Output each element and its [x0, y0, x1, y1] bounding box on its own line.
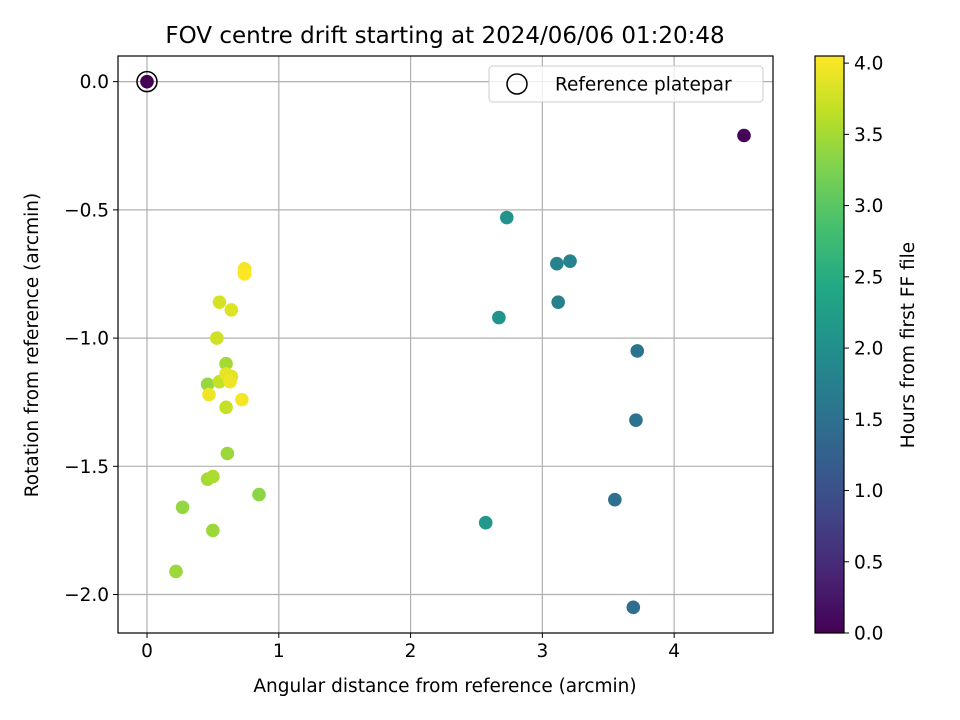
- scatter-point: [202, 387, 216, 402]
- x-tick-label: 2: [405, 641, 417, 662]
- scatter-point: [626, 600, 641, 615]
- colorbar-tick-label: 0.5: [854, 552, 883, 573]
- scatter-point: [551, 295, 565, 309]
- scatter-point: [200, 377, 215, 392]
- scatter-point: [235, 392, 249, 407]
- colorbar-tick-label: 2.0: [854, 339, 883, 360]
- y-tick-label: −1.5: [64, 457, 109, 478]
- scatter-point: [563, 254, 577, 268]
- colorbar-tick-label: 3.5: [854, 125, 883, 146]
- colorbar: 0.0 0.5 1.0 1.5 2.0 2.5 3.0 3.5 4.0: [814, 54, 883, 645]
- scatter-point: [175, 500, 190, 515]
- scatter-point: [608, 492, 622, 507]
- scatter-point: [219, 356, 233, 371]
- colorbar-label: Hours from first FF file: [898, 242, 919, 448]
- x-tick-label: 4: [668, 641, 680, 662]
- legend-entry-label: Reference platepar: [555, 75, 732, 96]
- x-axis-label: Angular distance from reference (arcmin): [253, 676, 636, 697]
- scatter-point: [140, 74, 154, 89]
- scatter-point: [219, 400, 233, 415]
- y-tick-label: −1.0: [64, 329, 109, 350]
- colorbar-tick-label: 2.5: [854, 267, 883, 288]
- legend-open-circle-marker: [506, 73, 528, 95]
- scatter-point: [206, 469, 220, 484]
- scatter-point: [237, 267, 252, 281]
- scatter-point: [737, 128, 751, 143]
- x-tick-label: 3: [536, 641, 548, 662]
- colorbar-tick-label: 1.5: [854, 410, 883, 431]
- scatter-point: [169, 564, 183, 579]
- y-axis-label: Rotation from reference (arcmin): [22, 193, 43, 497]
- scatter-point: [224, 303, 239, 317]
- axes-frame: [117, 55, 774, 634]
- scatter-point: [212, 295, 227, 309]
- colorbar-tick-label: 4.0: [854, 54, 883, 75]
- scatter-point: [499, 210, 514, 225]
- scatter-point: [478, 515, 493, 530]
- y-tick-label: −0.5: [64, 200, 109, 221]
- scatter-point: [629, 413, 643, 427]
- scatter-point: [550, 256, 564, 271]
- legend-frame: [488, 65, 764, 103]
- scatter-point: [630, 344, 645, 358]
- y-tick-label: −2.0: [64, 585, 109, 606]
- scatter-point: [206, 523, 220, 538]
- x-tick-label: 1: [273, 641, 285, 662]
- reference-platepar-marker: [136, 70, 158, 93]
- colorbar-tick-label: 0.0: [854, 624, 883, 645]
- scatter-point: [220, 446, 235, 461]
- colorbar-tick-label: 1.0: [854, 481, 883, 502]
- x-tick-label: 0: [141, 641, 153, 662]
- plot-area: 0 1 2 3 4 0.0 −0.5 −1.0 −1.5 −2.0: [64, 55, 774, 662]
- scatter-point: [223, 374, 237, 389]
- scatter-point: [210, 331, 224, 345]
- y-tick-label: 0.0: [80, 72, 109, 93]
- scatter-point: [252, 487, 266, 502]
- legend: Reference platepar: [488, 65, 764, 103]
- colorbar-tick-label: 3.0: [854, 196, 883, 217]
- colorbar-gradient: [814, 55, 845, 634]
- scatter-point: [492, 310, 506, 325]
- chart-title: FOV centre drift starting at 2024/06/06 …: [165, 23, 724, 49]
